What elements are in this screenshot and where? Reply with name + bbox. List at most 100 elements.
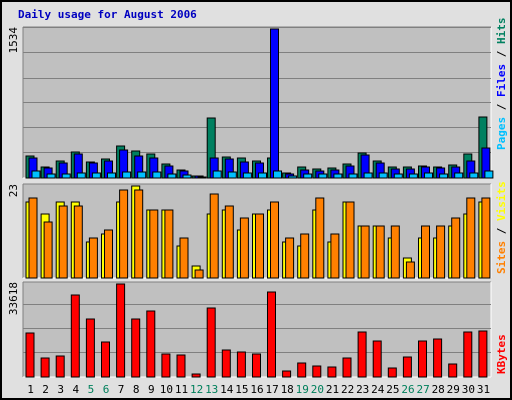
bar-sites-day-29 [451, 217, 461, 279]
x-tick-label: 22 [341, 383, 354, 396]
bar-kbytes-day-19 [297, 362, 307, 378]
x-tick-label: 14 [220, 383, 234, 396]
bar-kbytes-day-2 [40, 357, 50, 378]
axis-label-0: Pages / Files / Hits [495, 18, 508, 151]
x-tick-label: 10 [160, 383, 173, 396]
bar-sites-day-12 [194, 269, 204, 279]
bar-sites-day-4 [73, 205, 83, 279]
bar-pages-day-28 [439, 173, 449, 179]
bar-pages-day-31 [484, 170, 494, 179]
x-tick-label: 8 [133, 383, 140, 396]
bar-kbytes-day-31 [478, 330, 488, 378]
bar-sites-day-9 [149, 209, 159, 279]
x-tick-label: 13 [205, 383, 218, 396]
bar-pages-day-13 [212, 170, 222, 179]
x-tick-label: 28 [432, 383, 445, 396]
bar-pages-day-1 [31, 170, 41, 179]
bar-sites-day-5 [88, 237, 98, 279]
axis-label-1: Sites / Visits [495, 181, 508, 274]
bar-kbytes-day-29 [448, 363, 458, 378]
bar-pages-day-29 [454, 172, 464, 179]
bar-sites-day-2 [43, 221, 53, 279]
y-max-label: 1534 [7, 27, 20, 54]
bar-sites-day-16 [255, 213, 264, 279]
bar-pages-day-2 [46, 173, 56, 179]
x-tick-label: 24 [371, 383, 385, 396]
bar-sites-day-15 [239, 217, 249, 279]
bar-kbytes-day-10 [161, 353, 171, 378]
bar-pages-day-11 [182, 174, 192, 179]
bar-sites-day-24 [375, 225, 385, 279]
x-tick-label: 16 [250, 383, 263, 396]
bar-sites-day-7 [119, 189, 129, 279]
x-tick-label: 25 [386, 383, 399, 396]
bar-sites-day-31 [481, 197, 491, 279]
bar-sites-day-13 [209, 193, 219, 279]
bar-sites-day-28 [436, 225, 446, 279]
bar-pages-day-26 [408, 173, 418, 179]
bar-pages-day-4 [76, 172, 86, 179]
bar-pages-day-14 [227, 171, 237, 179]
axis-label-part: KBytes [495, 334, 508, 374]
x-tick-label: 18 [281, 383, 294, 396]
bar-kbytes-day-22 [342, 357, 352, 378]
axis-label-part: Hits [495, 18, 508, 45]
x-tick-label: 21 [326, 383, 339, 396]
bar-kbytes-day-26 [402, 356, 412, 378]
bar-sites-day-30 [466, 197, 476, 279]
x-tick-label: 30 [462, 383, 475, 396]
bar-sites-day-26 [405, 261, 415, 279]
bar-files-day-17 [270, 28, 279, 179]
axis-label-part: / [495, 97, 508, 117]
x-tick-label: 4 [72, 383, 79, 396]
bar-pages-day-25 [393, 173, 403, 179]
bar-pages-day-17 [273, 170, 282, 179]
bar-sites-day-17 [270, 201, 279, 279]
axis-label-part: Sites [495, 241, 508, 274]
bar-kbytes-day-18 [282, 370, 292, 378]
bar-pages-day-30 [469, 172, 479, 179]
axis-label-part: Visits [495, 181, 508, 221]
bar-pages-day-27 [424, 172, 433, 179]
axis-label-part: / [495, 44, 508, 64]
bar-sites-day-1 [28, 197, 38, 279]
axis-label-part: Pages [495, 117, 508, 150]
x-tick-label: 29 [447, 383, 460, 396]
bar-pages-day-9 [152, 171, 162, 179]
bar-kbytes-day-27 [418, 340, 427, 378]
bar-sites-day-22 [345, 201, 355, 279]
bar-kbytes-day-15 [236, 351, 246, 378]
bar-kbytes-day-23 [357, 331, 367, 378]
bar-kbytes-day-13 [206, 307, 216, 378]
bar-sites-day-10 [164, 209, 174, 279]
bar-sites-day-27 [421, 225, 430, 279]
bar-kbytes-day-6 [101, 341, 110, 378]
bar-kbytes-day-11 [176, 354, 186, 378]
bar-pages-day-5 [91, 172, 101, 179]
x-tick-label: 17 [265, 383, 278, 396]
bar-kbytes-day-9 [146, 310, 156, 378]
axis-label-2: KBytes [495, 334, 508, 374]
x-tick-label: 2 [42, 383, 49, 396]
bar-kbytes-day-20 [312, 365, 322, 378]
y-max-label: 23 [7, 184, 20, 197]
bar-kbytes-day-8 [131, 318, 141, 378]
x-tick-label: 9 [148, 383, 155, 396]
bar-kbytes-day-3 [55, 355, 65, 378]
x-tick-label: 7 [118, 383, 125, 396]
bar-sites-day-14 [224, 205, 234, 279]
bar-kbytes-day-21 [327, 366, 337, 378]
x-tick-label: 31 [477, 383, 490, 396]
bar-pages-day-20 [318, 173, 328, 179]
bar-kbytes-day-1 [25, 332, 35, 378]
bar-pages-day-12 [197, 176, 207, 179]
x-tick-label: 1 [27, 383, 34, 396]
bar-kbytes-day-17 [267, 291, 276, 378]
x-tick-label: 3 [57, 383, 64, 396]
bar-kbytes-day-24 [372, 340, 382, 378]
bar-pages-day-16 [258, 172, 267, 179]
bar-sites-day-8 [134, 189, 144, 279]
x-tick-label: 6 [103, 383, 110, 396]
bar-kbytes-day-16 [252, 353, 261, 378]
